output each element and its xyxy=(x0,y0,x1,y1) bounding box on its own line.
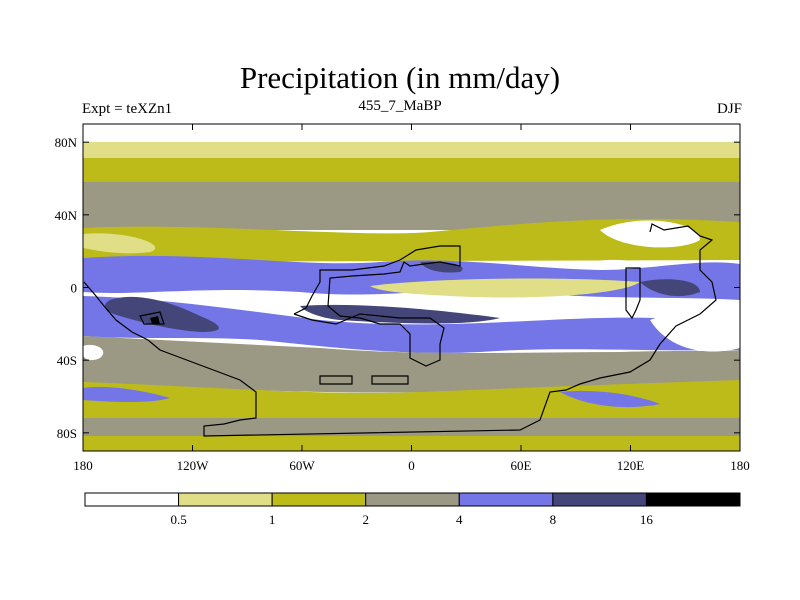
south-wet-west xyxy=(83,386,170,402)
band-antarctic-yellow xyxy=(83,436,740,451)
dry-patch-west xyxy=(83,233,156,254)
colorbar-label: 2 xyxy=(362,512,369,527)
x-tick-label: 0 xyxy=(408,458,415,473)
band-subtropic-north xyxy=(83,219,740,262)
colorbar-label: 0.5 xyxy=(170,512,186,527)
x-tick-label: 180 xyxy=(73,458,93,473)
coastline-south-island-1 xyxy=(319,375,353,385)
y-tick-label: 80S xyxy=(57,426,77,441)
colorbar-swatch xyxy=(84,492,180,507)
colorbar: 0.5 1 2 4 8 16 xyxy=(84,492,741,527)
max-cell xyxy=(150,316,160,324)
coastline-small-island xyxy=(139,311,165,325)
chart-title: Precipitation (in mm/day) xyxy=(239,60,561,95)
band-north-midlat xyxy=(83,158,740,182)
south-subtropic-grey xyxy=(83,336,740,393)
southern-wet-band xyxy=(83,296,740,353)
band-antarctic-grey xyxy=(83,418,740,438)
colorbar-swatch xyxy=(645,492,741,507)
eastern-wet-core xyxy=(640,279,700,297)
axes: 180 120W 60W 0 60E 120E 180 80N 40N 0 40S 80S xyxy=(55,124,750,473)
colorbar-swatch xyxy=(552,492,647,507)
coastlines xyxy=(83,223,717,437)
y-tick-label: 80N xyxy=(55,135,78,150)
y-tick-label: 40N xyxy=(55,208,78,223)
experiment-label: Expt = teXZn1 xyxy=(82,101,173,117)
colorbar-label: 4 xyxy=(456,512,463,527)
x-tick-label: 60E xyxy=(511,458,532,473)
map-field xyxy=(83,124,740,451)
colorbar-label: 1 xyxy=(269,512,276,527)
southern-wet-core xyxy=(300,304,500,324)
coastline-east-island xyxy=(625,267,641,320)
desert-east-1 xyxy=(600,220,700,248)
colorbar-swatch xyxy=(178,492,273,507)
desert-southeast xyxy=(650,310,740,352)
colorbar-swatch xyxy=(365,492,460,507)
season-label: DJF xyxy=(716,101,742,117)
y-tick-label: 40S xyxy=(57,353,77,368)
colorbar-swatch xyxy=(271,492,367,507)
south-midlat-yellow xyxy=(83,380,740,422)
desert-southwest xyxy=(83,344,104,361)
coastline-central xyxy=(293,245,461,367)
y-tick-label: 0 xyxy=(71,281,78,296)
x-tick-label: 60W xyxy=(289,458,315,473)
band-polar-north-1 xyxy=(83,142,740,158)
colorbar-swatch xyxy=(458,492,554,507)
spcz-core xyxy=(104,296,219,332)
coastline-south-island-2 xyxy=(371,375,409,385)
coastline-main xyxy=(83,223,717,437)
colorbar-label: 16 xyxy=(640,512,654,527)
south-wet-east xyxy=(560,390,660,408)
equatorial-dry-tongue xyxy=(370,278,640,298)
x-tick-label: 180 xyxy=(730,458,750,473)
period-label: 455_7_MaBP xyxy=(358,98,442,114)
x-tick-label: 120W xyxy=(177,458,210,473)
x-tick-label: 120E xyxy=(617,458,645,473)
colorbar-label: 8 xyxy=(550,512,557,527)
